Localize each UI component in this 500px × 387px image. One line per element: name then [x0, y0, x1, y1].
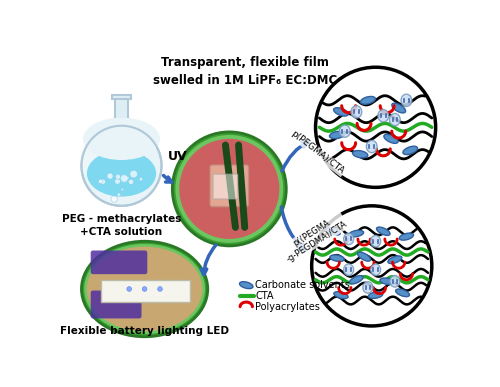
Ellipse shape — [84, 244, 205, 334]
Ellipse shape — [87, 247, 202, 331]
Text: Polyacrylates: Polyacrylates — [256, 302, 320, 312]
Text: UV: UV — [168, 151, 188, 163]
Ellipse shape — [384, 134, 398, 143]
Text: CTA: CTA — [256, 291, 274, 301]
Ellipse shape — [83, 118, 160, 160]
Circle shape — [172, 132, 286, 246]
Text: PEG - methacrylates
+CTA solution: PEG - methacrylates +CTA solution — [62, 214, 181, 237]
Circle shape — [130, 170, 138, 178]
Ellipse shape — [403, 146, 417, 154]
FancyBboxPatch shape — [100, 280, 190, 302]
Text: Transparent, flexible film
swelled in 1M LiPF₆ EC:DMC: Transparent, flexible film swelled in 1M… — [152, 56, 337, 87]
Circle shape — [158, 287, 162, 291]
Circle shape — [179, 139, 280, 239]
Circle shape — [140, 178, 142, 181]
Ellipse shape — [363, 282, 373, 293]
Circle shape — [127, 287, 132, 291]
FancyBboxPatch shape — [112, 95, 130, 99]
Ellipse shape — [370, 264, 380, 276]
Ellipse shape — [396, 289, 409, 297]
Ellipse shape — [330, 255, 344, 262]
Ellipse shape — [388, 256, 402, 264]
Ellipse shape — [340, 125, 350, 137]
Circle shape — [316, 67, 436, 187]
Ellipse shape — [378, 110, 388, 122]
Circle shape — [126, 177, 129, 180]
Ellipse shape — [390, 113, 400, 126]
FancyBboxPatch shape — [90, 291, 142, 319]
Circle shape — [111, 196, 117, 202]
Ellipse shape — [358, 252, 370, 261]
Ellipse shape — [368, 292, 383, 298]
Ellipse shape — [82, 241, 208, 337]
Circle shape — [117, 193, 120, 196]
Circle shape — [142, 287, 147, 291]
Circle shape — [100, 179, 105, 184]
Ellipse shape — [390, 276, 400, 287]
Text: Carbonate solvents: Carbonate solvents — [256, 280, 350, 290]
FancyBboxPatch shape — [210, 165, 248, 207]
Ellipse shape — [350, 276, 363, 284]
Ellipse shape — [366, 140, 377, 153]
Circle shape — [176, 135, 283, 243]
Circle shape — [116, 174, 120, 179]
Circle shape — [107, 173, 113, 179]
FancyBboxPatch shape — [90, 250, 148, 274]
Ellipse shape — [352, 151, 368, 158]
Ellipse shape — [360, 96, 376, 104]
Ellipse shape — [400, 233, 413, 240]
Ellipse shape — [370, 235, 380, 247]
Circle shape — [121, 188, 124, 191]
Circle shape — [128, 179, 134, 185]
Ellipse shape — [344, 233, 353, 245]
FancyBboxPatch shape — [114, 96, 128, 126]
Ellipse shape — [401, 94, 412, 106]
Ellipse shape — [326, 228, 340, 235]
Ellipse shape — [334, 108, 348, 116]
Circle shape — [120, 175, 128, 182]
Ellipse shape — [351, 106, 362, 118]
Ellipse shape — [376, 227, 390, 235]
Circle shape — [312, 206, 432, 326]
Circle shape — [126, 176, 129, 179]
Ellipse shape — [330, 131, 344, 139]
Ellipse shape — [344, 264, 353, 276]
Ellipse shape — [240, 282, 253, 289]
Circle shape — [98, 179, 102, 183]
Ellipse shape — [334, 292, 348, 299]
Circle shape — [80, 124, 148, 192]
Ellipse shape — [380, 278, 394, 284]
Text: Flexible battery lighting LED: Flexible battery lighting LED — [60, 326, 229, 336]
Ellipse shape — [349, 230, 364, 237]
Circle shape — [82, 126, 162, 206]
Ellipse shape — [87, 151, 156, 197]
Ellipse shape — [392, 103, 406, 113]
FancyBboxPatch shape — [213, 174, 238, 199]
Circle shape — [114, 178, 120, 184]
Text: p(PEGMA)/CTA: p(PEGMA)/CTA — [290, 129, 346, 176]
Text: p((PEGMA
-g-PEGDMA)/CTA: p((PEGMA -g-PEGDMA)/CTA — [279, 211, 349, 264]
